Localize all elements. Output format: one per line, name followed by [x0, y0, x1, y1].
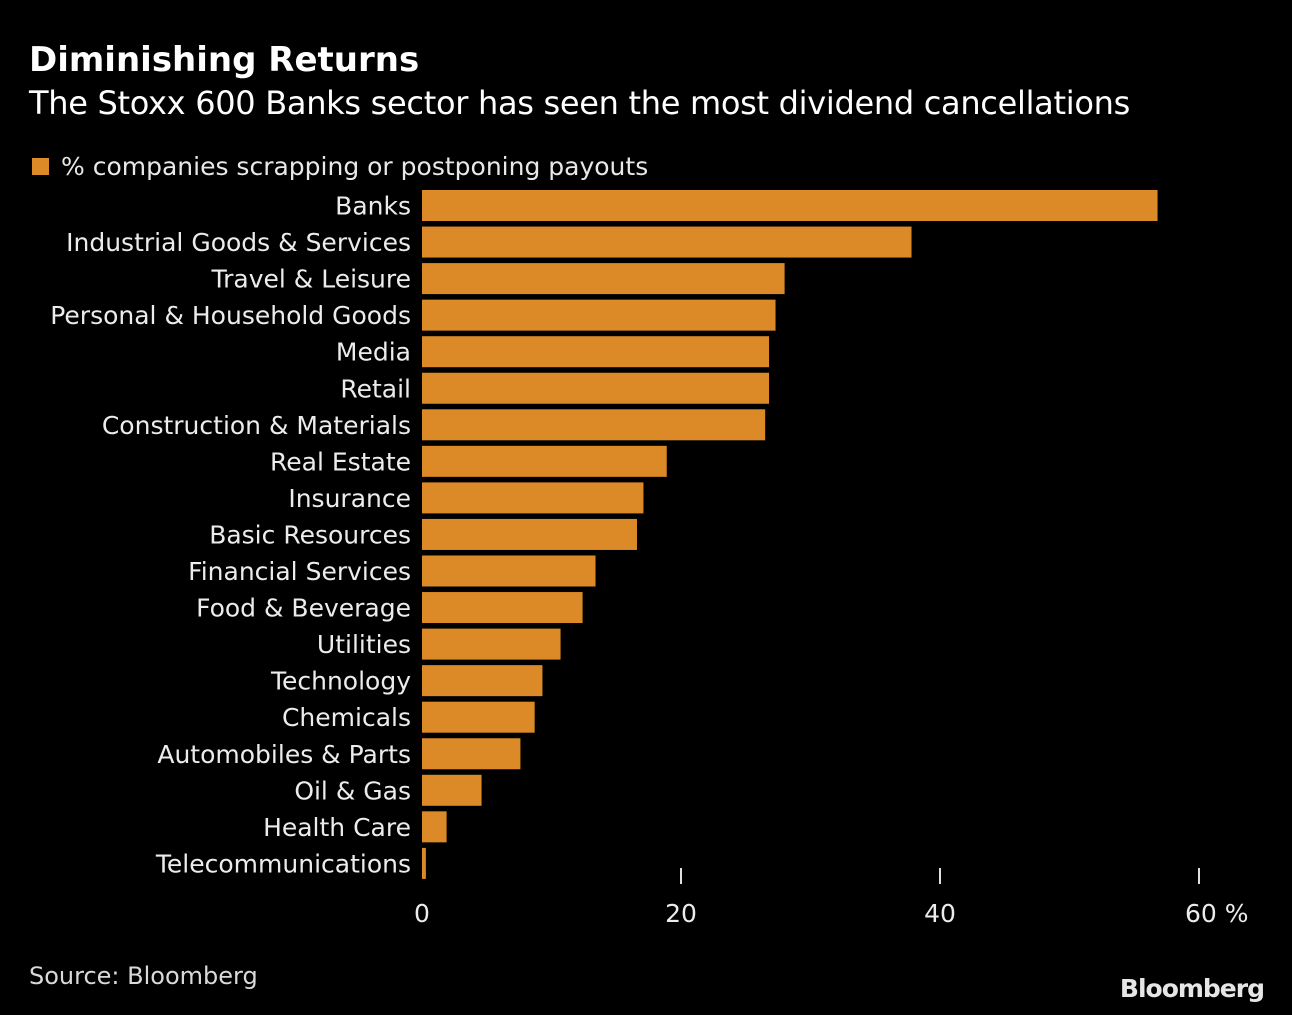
x-tick-label: 20 — [665, 899, 697, 928]
bar-insurance — [422, 482, 644, 514]
category-label: Oil & Gas — [294, 776, 411, 805]
bar-media — [422, 336, 770, 368]
bar-automobiles-parts — [422, 738, 521, 770]
bar-food-beverage — [422, 592, 583, 624]
bar-construction-materials — [422, 409, 766, 441]
category-label: Media — [336, 338, 411, 367]
category-label: Telecommunications — [155, 849, 411, 878]
category-label: Health Care — [263, 813, 411, 842]
bar-basic-resources — [422, 518, 637, 550]
bar-banks — [422, 190, 1158, 221]
bar-technology — [422, 665, 543, 697]
bar-personal-household-goods — [422, 299, 776, 331]
category-label: Chemicals — [282, 703, 411, 732]
category-label: Technology — [270, 667, 411, 696]
category-label: Utilities — [317, 630, 411, 659]
category-label: Retail — [340, 374, 411, 403]
category-label: Automobiles & Parts — [157, 740, 411, 769]
bar-financial-services — [422, 555, 596, 587]
category-label: Travel & Leisure — [211, 265, 412, 294]
bars-group — [422, 190, 1158, 879]
x-tick-label: 60 % — [1185, 899, 1249, 928]
legend: % companies scrapping or postponing payo… — [32, 152, 648, 181]
bloomberg-logo: Bloomberg — [1119, 974, 1265, 1003]
bar-oil-gas — [422, 774, 482, 806]
chart-title: Diminishing Returns — [29, 40, 420, 80]
category-label: Food & Beverage — [196, 594, 411, 623]
category-label: Personal & Household Goods — [50, 301, 411, 330]
source-note: Source: Bloomberg — [29, 962, 258, 990]
legend-label: % companies scrapping or postponing payo… — [61, 152, 649, 181]
bar-chemicals — [422, 701, 535, 733]
category-label: Basic Resources — [209, 520, 411, 549]
bar-health-care — [422, 811, 447, 843]
bar-industrial-goods-services — [422, 226, 912, 258]
category-label: Real Estate — [270, 447, 411, 476]
x-axis: 0 20 40 60 % — [414, 868, 1249, 928]
category-label: Insurance — [288, 484, 411, 513]
bar-telecommunications — [422, 847, 426, 879]
category-label: Banks — [335, 192, 411, 221]
x-tick-label: 40 — [924, 899, 956, 928]
bar-real-estate — [422, 445, 667, 477]
x-tick-label: 0 — [414, 899, 430, 928]
category-labels: Banks Industrial Goods & Services Travel &… — [50, 192, 411, 879]
legend-swatch — [32, 158, 49, 175]
category-label: Financial Services — [188, 557, 411, 586]
bar-retail — [422, 372, 770, 404]
category-label: Industrial Goods & Services — [66, 228, 411, 257]
bar-travel-leisure — [422, 263, 785, 295]
category-label: Construction & Materials — [102, 411, 411, 440]
bar-utilities — [422, 628, 561, 660]
chart-subtitle: The Stoxx 600 Banks sector has seen the … — [29, 84, 1130, 122]
